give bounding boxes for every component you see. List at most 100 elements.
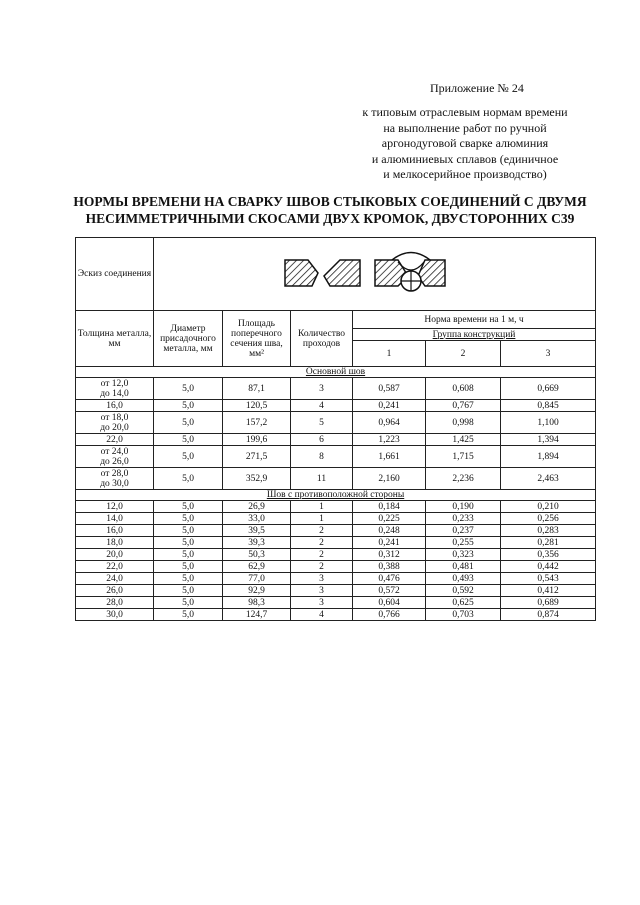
cell-norm-group-3: 0,543	[499, 572, 597, 585]
cell-passes: 3	[290, 584, 353, 597]
cell-norm-group-2: 0,233	[425, 512, 501, 525]
table-row: от 24,0 до 26,0 5,0 271,5 8 1,661 1,715 1,894	[75, 445, 597, 468]
table-row: 26,0 5,0 92,9 3 0,572 0,592 0,412	[75, 584, 597, 597]
cell-thickness: 22,0	[75, 433, 154, 446]
cell-norm-group-2: 1,715	[425, 445, 501, 468]
cell-thickness: 14,0	[75, 512, 154, 525]
section-row: Шов с противоположной стороны	[74, 489, 597, 501]
cell-diameter: 5,0	[153, 445, 223, 468]
cell-passes: 4	[290, 608, 353, 621]
header-group-2: 2	[425, 340, 501, 367]
cell-area: 50,3	[222, 548, 291, 561]
cell-norm-group-2: 0,190	[425, 500, 501, 513]
cell-norm-group-2: 0,767	[425, 399, 501, 412]
cell-norm-group-2: 0,481	[425, 560, 501, 573]
cell-area: 62,9	[222, 560, 291, 573]
table-row: от 12,0 до 14,0 5,0 87,1 3 0,587 0,608 0,669	[75, 377, 597, 400]
cell-norm-group-2: 0,998	[425, 411, 501, 434]
cell-thickness: от 18,0 до 20,0	[75, 411, 154, 434]
cell-area: 157,2	[222, 411, 291, 434]
appendix-subtitle: к типовым отраслевым нормам времени на в…	[330, 105, 600, 183]
table-row: 22,0 5,0 199,6 6 1,223 1,425 1,394	[75, 433, 597, 446]
cell-area: 98,3	[222, 596, 291, 609]
header-passes: Количество проходов	[290, 310, 353, 367]
cell-diameter: 5,0	[153, 512, 223, 525]
table-row: 16,0 5,0 120,5 4 0,241 0,767 0,845	[75, 399, 597, 412]
cell-thickness: 30,0	[75, 608, 154, 621]
cell-thickness: 22,0	[75, 560, 154, 573]
table-row: 14,0 5,0 33,0 1 0,225 0,233 0,256	[75, 512, 597, 525]
cell-thickness: от 28,0 до 30,0	[75, 467, 154, 490]
cell-passes: 3	[290, 377, 353, 400]
table-row: от 28,0 до 30,0 5,0 352,9 11 2,160 2,236 2,463	[75, 467, 597, 490]
cell-thickness: от 12,0 до 14,0	[75, 377, 154, 400]
subtitle-line: на выполнение работ по ручной	[383, 120, 547, 135]
cell-norm-group-3: 1,394	[499, 433, 597, 446]
cell-norm-group-2: 0,493	[425, 572, 501, 585]
cell-diameter: 5,0	[153, 596, 223, 609]
cell-passes: 6	[290, 433, 353, 446]
cell-norm-group-2: 0,625	[425, 596, 501, 609]
cell-passes: 11	[290, 467, 353, 490]
cell-passes: 3	[290, 572, 353, 585]
header-group-3: 3	[499, 340, 597, 367]
cell-norm-group-1: 0,388	[352, 560, 426, 573]
cell-thickness: 28,0	[75, 596, 154, 609]
cell-norm-group-3: 0,356	[499, 548, 597, 561]
cell-norm-group-1: 0,604	[352, 596, 426, 609]
cell-norm-group-1: 2,160	[352, 467, 426, 490]
section-label: Шов с противоположной стороны	[74, 489, 597, 501]
cell-norm-group-2: 2,236	[425, 467, 501, 490]
cell-diameter: 5,0	[153, 467, 223, 490]
cell-area: 271,5	[222, 445, 291, 468]
table-row: 16,0 5,0 39,5 2 0,248 0,237 0,283	[75, 524, 597, 537]
weld-joint-sketch-icon	[283, 251, 446, 292]
cell-passes: 3	[290, 596, 353, 609]
section-label: Основной шов	[74, 366, 597, 378]
sketch-label: Эскиз соединения	[75, 237, 154, 311]
cell-passes: 2	[290, 548, 353, 561]
header-norm: Норма времени на 1 м, ч	[351, 310, 597, 329]
cell-diameter: 5,0	[153, 560, 223, 573]
cell-passes: 1	[290, 512, 353, 525]
header-area: Площадь поперечного сечения шва, мм²	[222, 310, 291, 367]
cell-norm-group-2: 0,237	[425, 524, 501, 537]
header-group-1: 1	[352, 340, 426, 367]
cell-norm-group-3: 0,442	[499, 560, 597, 573]
table-row: 18,0 5,0 39,3 2 0,241 0,255 0,281	[75, 536, 597, 549]
cell-norm-group-3: 0,874	[499, 608, 597, 621]
cell-thickness: от 24,0 до 26,0	[75, 445, 154, 468]
cell-area: 92,9	[222, 584, 291, 597]
cell-diameter: 5,0	[153, 524, 223, 537]
cell-area: 124,7	[222, 608, 291, 621]
cell-norm-group-2: 0,592	[425, 584, 501, 597]
cell-norm-group-1: 0,241	[352, 536, 426, 549]
cell-norm-group-2: 0,608	[425, 377, 501, 400]
table-row: 28,0 5,0 98,3 3 0,604 0,625 0,689	[75, 596, 597, 609]
title-line: НЕСИММЕТРИЧНЫМИ СКОСАМИ ДВУХ КРОМОК, ДВУ…	[85, 211, 575, 226]
cell-diameter: 5,0	[153, 584, 223, 597]
cell-passes: 2	[290, 524, 353, 537]
cell-norm-group-3: 0,412	[499, 584, 597, 597]
cell-passes: 2	[290, 560, 353, 573]
header-thickness: Толщина металла, мм	[75, 310, 154, 367]
subtitle-line: и алюминиевых сплавов (единичное	[371, 151, 559, 166]
cell-norm-group-3: 0,256	[499, 512, 597, 525]
cell-area: 120,5	[222, 399, 291, 412]
cell-norm-group-1: 0,572	[352, 584, 426, 597]
cell-passes: 5	[290, 411, 353, 434]
cell-area: 77,0	[222, 572, 291, 585]
cell-diameter: 5,0	[153, 548, 223, 561]
cell-thickness: 12,0	[75, 500, 154, 513]
cell-norm-group-2: 0,323	[425, 548, 501, 561]
cell-thickness: 16,0	[75, 399, 154, 412]
cell-passes: 4	[290, 399, 353, 412]
cell-norm-group-1: 1,223	[352, 433, 426, 446]
cell-norm-group-3: 1,100	[499, 411, 597, 434]
cell-norm-group-1: 0,312	[352, 548, 426, 561]
cell-area: 33,0	[222, 512, 291, 525]
cell-norm-group-3: 0,210	[499, 500, 597, 513]
cell-norm-group-3: 0,689	[499, 596, 597, 609]
cell-norm-group-3: 0,845	[499, 399, 597, 412]
cell-norm-group-3: 2,463	[499, 467, 597, 490]
